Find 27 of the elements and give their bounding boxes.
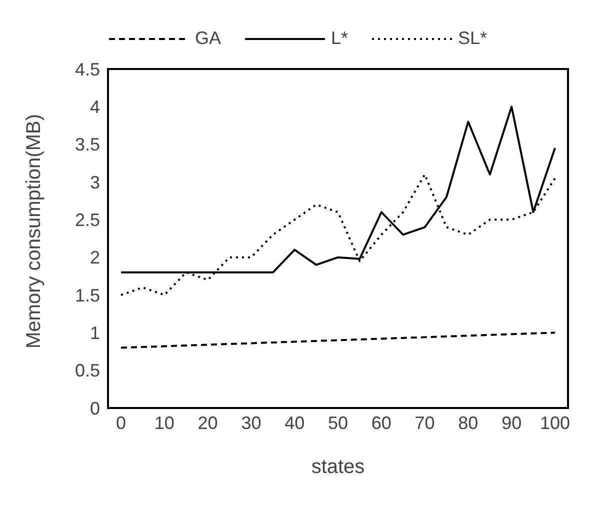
y-tick-label: 0.5: [74, 360, 100, 381]
y-tick-label: 4: [90, 97, 100, 118]
x-tick-label: 10: [154, 412, 174, 433]
y-tick-label: 1: [90, 323, 100, 344]
x-tick-label: 70: [414, 412, 435, 433]
x-tick-label: 30: [241, 412, 262, 433]
y-tick-label: 2.5: [74, 210, 100, 230]
x-tick-label: 50: [328, 412, 348, 433]
x-tick-label: 0: [116, 412, 126, 433]
y-tick-label: 1.5: [74, 285, 100, 306]
y-tick-label: 4.5: [74, 59, 100, 80]
x-tick-label: 40: [284, 412, 305, 433]
y-tick-label: 3: [90, 172, 100, 192]
x-axis-title: states: [311, 456, 365, 478]
legend-label: GA: [194, 28, 221, 49]
line-series: [120, 332, 556, 349]
x-tick-label: 20: [198, 412, 218, 433]
x-tick-label: 90: [502, 412, 522, 433]
y-tick-label: 0: [90, 398, 100, 418]
y-axis-title: Memory consumption(MB): [23, 114, 46, 348]
x-tick-label: 100: [540, 412, 570, 433]
y-tick-label: 2: [90, 248, 100, 268]
legend-label: L*: [330, 28, 348, 49]
x-tick-label: 80: [458, 412, 478, 433]
legend-label: SL*: [458, 28, 488, 49]
x-tick-label: 60: [371, 412, 392, 433]
y-tick-label: 3.5: [74, 134, 100, 155]
